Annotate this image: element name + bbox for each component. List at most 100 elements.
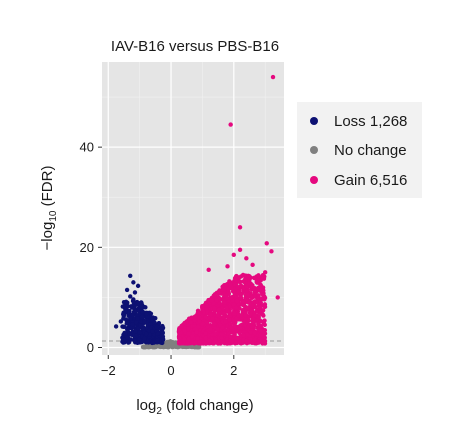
data-point-no-change: [174, 344, 180, 349]
data-point-gain: [262, 331, 268, 336]
data-point-gain: [220, 325, 225, 330]
data-point-gain: [229, 339, 235, 344]
data-point-gain: [182, 328, 187, 333]
data-point-loss: [135, 283, 141, 289]
data-point-gain: [270, 74, 276, 80]
data-point-gain: [214, 298, 219, 303]
data-point-gain: [252, 330, 257, 336]
data-point-loss: [127, 308, 132, 314]
y-axis-title: −log10 (FDR): [39, 166, 59, 251]
data-point-gain: [185, 341, 190, 346]
data-point-loss: [130, 313, 136, 318]
data-point-gain: [197, 319, 202, 324]
data-point-gain: [179, 324, 184, 329]
data-point-gain: [241, 286, 246, 291]
x-tick-label: −2: [101, 363, 116, 378]
data-point-gain: [243, 312, 248, 318]
data-point-gain: [210, 316, 215, 321]
data-point-gain: [193, 314, 198, 319]
data-point-gain: [260, 312, 266, 317]
data-point-gain: [249, 302, 255, 308]
data-point-gain: [176, 327, 182, 333]
data-point-loss: [142, 335, 147, 341]
data-point-gain: [215, 312, 220, 318]
data-point-gain: [259, 296, 265, 301]
data-point-loss: [142, 318, 147, 324]
data-point-gain: [195, 324, 201, 329]
data-point-gain: [206, 267, 211, 273]
data-point-gain: [261, 335, 267, 340]
data-point-loss: [131, 297, 136, 302]
data-point-loss: [140, 326, 146, 331]
data-point-gain: [235, 336, 240, 341]
data-point-loss: [152, 332, 157, 337]
data-point-loss: [133, 308, 138, 314]
data-point-loss: [139, 304, 144, 309]
data-point-gain: [244, 292, 250, 297]
data-point-gain: [244, 256, 249, 261]
data-point-gain: [225, 264, 230, 269]
data-point-gain: [196, 309, 202, 315]
data-point-gain: [234, 298, 240, 304]
x-tick-label: 0: [167, 363, 174, 378]
data-point-loss: [136, 308, 142, 313]
data-point-gain: [228, 325, 234, 330]
data-point-gain: [227, 317, 232, 322]
data-point-gain: [221, 300, 227, 305]
data-point-gain: [262, 318, 267, 323]
data-point-gain: [224, 305, 230, 311]
data-point-gain: [264, 241, 269, 246]
legend-key-loss: [310, 117, 318, 125]
legend-label-loss: Loss 1,268: [334, 113, 407, 130]
data-point-loss: [143, 305, 148, 310]
data-point-loss: [156, 321, 162, 326]
data-point-loss: [121, 337, 126, 342]
data-point-gain: [195, 336, 200, 341]
y-tick-label: 0: [87, 340, 94, 355]
data-point-gain: [227, 279, 232, 284]
data-point-gain: [244, 289, 249, 294]
data-point-loss: [144, 338, 150, 344]
data-point-no-change: [145, 344, 151, 349]
data-point-gain: [238, 295, 243, 301]
data-point-loss: [118, 319, 124, 324]
data-point-loss: [145, 322, 150, 327]
data-point-no-change: [194, 344, 200, 350]
data-point-gain: [219, 332, 225, 337]
data-point-gain: [237, 325, 243, 330]
data-point-gain: [232, 332, 237, 337]
data-point-gain: [233, 282, 239, 287]
data-point-gain: [221, 283, 227, 288]
data-point-gain: [257, 328, 263, 333]
data-point-gain: [203, 335, 209, 341]
data-point-loss: [128, 294, 133, 299]
data-point-gain: [203, 314, 208, 320]
data-point-gain: [223, 293, 228, 298]
data-point-loss: [124, 321, 129, 326]
data-point-gain: [188, 320, 194, 325]
data-point-gain: [269, 249, 274, 254]
data-point-loss: [135, 316, 140, 321]
data-point-gain: [193, 340, 198, 346]
data-point-gain: [231, 252, 236, 258]
data-point-gain: [219, 335, 225, 341]
data-point-gain: [216, 307, 222, 313]
data-point-loss: [144, 331, 149, 337]
data-point-gain: [240, 308, 245, 313]
x-axis-title: log2 (fold change): [136, 397, 253, 417]
data-point-loss: [126, 340, 131, 345]
chart-title: IAV-B16 versus PBS-B16: [111, 38, 279, 55]
data-point-gain: [258, 323, 264, 329]
data-point-gain: [208, 327, 213, 332]
data-point-gain: [245, 305, 250, 310]
data-point-gain: [250, 262, 255, 268]
data-point-gain: [232, 311, 237, 316]
data-point-gain: [205, 324, 210, 329]
data-point-loss: [128, 337, 134, 342]
data-point-gain: [229, 285, 235, 291]
data-point-gain: [251, 320, 256, 326]
data-point-gain: [262, 302, 268, 307]
data-point-gain: [236, 289, 241, 295]
